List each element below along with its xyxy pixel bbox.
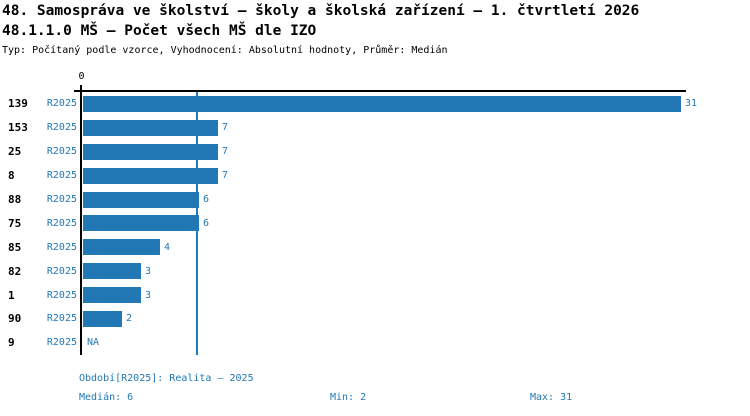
bar-value-label: 3 [145,289,152,301]
bar [83,310,122,327]
bar-value-label: 6 [203,194,210,205]
chart-subtitle: Typ: Počítaný podle vzorce, Vyhodnocení:… [2,45,448,56]
row-series-label: R2025 [46,98,77,110]
report-title: 48. Samospráva ve školství – školy a ško… [2,3,640,19]
row-series-label: R2025 [46,289,77,301]
row-series-label: R2025 [46,170,77,182]
row-id-label: 75 [8,216,22,230]
bar-value-label: 7 [222,146,229,158]
footer-median-stat: Medián: 6 [79,392,134,403]
bar [83,287,141,304]
x-axis-zero-tick-label: 0 [78,71,85,82]
chart-row: 1 R2025 3 [0,283,750,307]
row-series-label: R2025 [46,241,77,253]
row-id-label: 25 [8,145,22,159]
row-id-label: 85 [8,240,22,254]
bar-value-label: 4 [164,241,171,253]
footer-period-label: Období[R2025]: Realita – 2025 [79,373,254,384]
row-id-label: 9 [8,336,15,350]
chart-row: 88 R2025 6 [0,188,750,212]
chart-row: 90 R2025 2 [0,307,750,331]
bar-value-label: 2 [126,313,133,325]
bar-value-label: 7 [222,122,229,134]
chart-row: 75 R2025 6 [0,211,750,235]
bar-value-label: 31 [685,98,698,110]
row-id-label: 153 [8,121,28,135]
row-series-label: R2025 [46,194,77,205]
bar-value-label: 6 [203,217,210,229]
bar [83,95,681,112]
bar [83,143,218,160]
x-axis-line [74,90,686,92]
bar-value-label: NA [87,337,100,349]
chart-row: 8 R2025 7 [0,164,750,188]
row-id-label: 82 [8,264,22,278]
row-id-label: 8 [8,169,15,183]
chart-row: 82 R2025 3 [0,259,750,283]
bar [83,167,218,184]
row-series-label: R2025 [46,313,77,325]
footer-max-stat: Max: 31 [530,392,573,403]
bar [83,119,218,136]
bar [83,263,141,280]
row-series-label: R2025 [46,265,77,277]
bar [83,191,199,208]
chart-row: 9 R2025 NA [0,331,750,355]
bar [83,239,160,256]
bar-value-label: 7 [222,170,229,182]
row-id-label: 90 [8,312,22,326]
row-series-label: R2025 [46,122,77,134]
bar [83,215,199,232]
row-series-label: R2025 [46,217,77,229]
chart-rows: 139 R2025 31 153 R2025 7 25 R2025 7 8 R2… [0,92,750,355]
chart-row: 85 R2025 4 [0,235,750,259]
row-id-label: 139 [8,97,28,111]
x-axis-zero-tick [80,85,82,91]
row-series-label: R2025 [46,146,77,158]
chart-row: 153 R2025 7 [0,116,750,140]
row-id-label: 88 [8,193,22,206]
row-id-label: 1 [8,288,15,302]
chart-row: 25 R2025 7 [0,140,750,164]
y-axis-line [80,90,82,355]
chart-row: 139 R2025 31 [0,92,750,116]
indicator-title: 48.1.1.0 MŠ – Počet všech MŠ dle IZO [2,23,317,39]
row-series-label: R2025 [46,337,77,349]
bar-value-label: 3 [145,265,152,277]
footer-min-stat: Min: 2 [330,392,367,403]
